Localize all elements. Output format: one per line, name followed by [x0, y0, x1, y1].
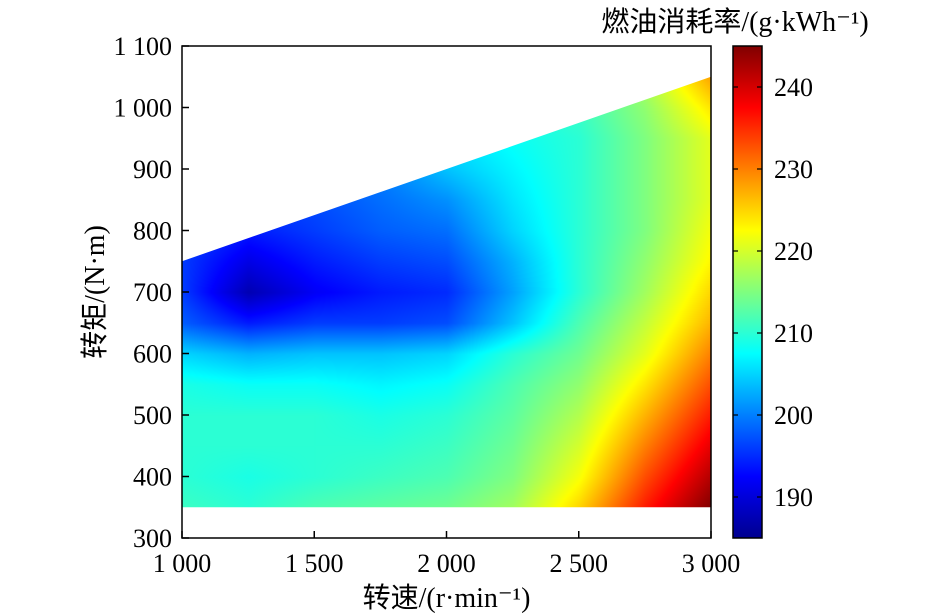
x-tick-label: 1 500 [285, 549, 344, 578]
y-tick-label: 700 [133, 278, 172, 307]
colorbar-label: 燃油消耗率/(g·kWh⁻¹) [601, 6, 868, 38]
x-tick-label: 2 000 [417, 549, 476, 578]
colorbar-ticks: 190 200 210 220 230 240 [733, 73, 813, 512]
x-tick-label: 1 000 [153, 549, 212, 578]
y-tick-label: 900 [133, 155, 172, 184]
y-tick-label: 500 [133, 401, 172, 430]
colorbar [732, 45, 763, 539]
y-tick-label: 600 [133, 340, 172, 369]
colorbar-tick-label: 210 [774, 319, 813, 348]
x-tick-label: 2 500 [550, 549, 609, 578]
y-axis-ticks: 300 400 500 600 700 800 900 1 000 1 100 [114, 32, 189, 553]
y-tick-label: 1 100 [114, 32, 173, 61]
colorbar-tick-label: 240 [774, 73, 813, 102]
x-axis-label: 转速/(r·min⁻¹) [363, 582, 531, 613]
heatmap-surface [182, 76, 711, 508]
x-axis-ticks: 1 000 1 500 2 000 2 500 3 000 [153, 531, 741, 578]
colorbar-tick-label: 200 [774, 401, 813, 430]
colorbar-tick-label: 220 [774, 237, 813, 266]
y-axis-label: 转矩/(N·m) [79, 225, 111, 359]
y-tick-label: 1 000 [114, 94, 173, 123]
colorbar-tick-label: 190 [774, 483, 813, 512]
heatmap-raster [182, 76, 711, 508]
y-tick-label: 800 [133, 217, 172, 246]
y-tick-label: 400 [133, 463, 172, 492]
x-tick-label: 3 000 [682, 549, 741, 578]
colorbar-tick-label: 230 [774, 155, 813, 184]
y-tick-label: 300 [133, 524, 172, 553]
